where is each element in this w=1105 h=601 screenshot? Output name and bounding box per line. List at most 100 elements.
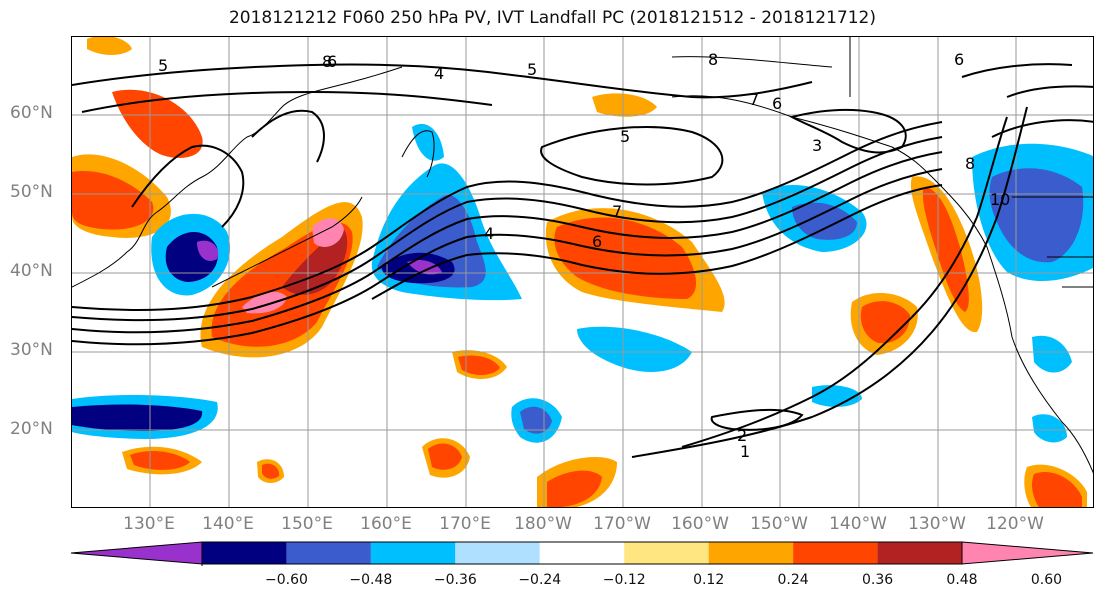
contour-label: 2: [737, 426, 747, 445]
japan-coast: [211, 196, 363, 288]
contour-line: [251, 109, 325, 163]
pv-positive-core: [458, 355, 500, 376]
colorbar-tick-label: −0.60: [264, 572, 308, 588]
pv-positive-core: [922, 187, 969, 312]
contour-line: [72, 151, 943, 334]
contour-line: [371, 184, 943, 300]
contour-label: 10: [990, 190, 1010, 209]
colorbar-tick-label: 0.36: [861, 572, 894, 588]
pv-positive-core: [547, 470, 602, 507]
asia-coast: [72, 66, 403, 288]
pv-positive-peak: [312, 218, 344, 247]
lon-label: 170°W: [593, 514, 651, 534]
colorbar-segment: [539, 542, 625, 564]
contour-label: 6: [954, 50, 964, 69]
colorbar: [70, 541, 1094, 566]
lon-label: 160°E: [360, 514, 412, 534]
map-canvas: 5 6 4 5 8 7 6 6 8 5 3 7 4 6 8 10 2 1: [72, 37, 1093, 507]
contour-line: [72, 63, 813, 99]
colorbar-segment: [624, 542, 709, 564]
colorbar-segment: [877, 542, 962, 564]
pv-positive-core: [860, 301, 910, 344]
contour-label: 7: [749, 90, 759, 109]
alaska-north-coast: [671, 56, 833, 68]
colorbar-extend-low: [70, 541, 203, 565]
map-title: 2018121212 F060 250 hPa PV, IVT Landfall…: [228, 8, 876, 28]
pv-positive-region: [592, 93, 657, 117]
contour-label: 7: [612, 202, 622, 221]
alaska-coast: [671, 95, 933, 178]
lon-label: 150°E: [281, 514, 333, 534]
contour-label: 3: [812, 136, 822, 155]
contour-label: 6: [327, 52, 337, 71]
contour-line: [1006, 85, 1093, 98]
contour-label: 5: [527, 60, 537, 79]
lat-label: 50°N: [10, 182, 53, 202]
contour-line: [681, 116, 1008, 448]
pv-negative-region: [577, 326, 692, 372]
contour-line: [710, 408, 804, 431]
contour-line: [131, 144, 245, 228]
contour-label: 8: [322, 52, 332, 71]
lon-label: 140°W: [829, 514, 887, 534]
colorbar-segment: [202, 542, 287, 564]
pv-negative-core: [72, 404, 203, 431]
lon-label: 130°E: [123, 514, 175, 534]
lon-label: 180°W: [514, 514, 572, 534]
lon-label: 120°W: [986, 514, 1044, 534]
lat-label: 60°N: [10, 103, 53, 123]
pv-negative-region: [1032, 335, 1072, 373]
colorbar-segment: [455, 542, 540, 564]
lon-label: 140°E: [202, 514, 254, 534]
colorbar-tick-label: 0.12: [693, 572, 725, 588]
contour-label: 5: [620, 127, 630, 146]
pv-positive-region: [112, 89, 203, 158]
contour-line: [540, 126, 724, 186]
contour-line: [72, 168, 943, 346]
colorbar-extend-high: [961, 541, 1094, 565]
pv-negative-core: [989, 168, 1084, 263]
pv-negative-peak: [197, 240, 219, 262]
colorbar-tick-label: −0.36: [433, 572, 477, 588]
contour-labels: 5 6 4 5 8 7 6 6 8 5 3 7 4 6 8 10 2 1: [158, 50, 1010, 461]
lon-label: 170°E: [439, 514, 491, 534]
colorbar-tick-label: −0.12: [602, 572, 646, 588]
lon-label: 130°W: [908, 514, 966, 534]
contour-line: [72, 121, 943, 311]
contour-label: 4: [434, 64, 444, 83]
colorbar-tick-label: 0.48: [946, 572, 978, 588]
colorbar-segment: [286, 542, 371, 564]
colorbar-tick-label: −0.24: [518, 572, 562, 588]
contour-line: [72, 136, 943, 322]
lon-label: 160°W: [671, 514, 729, 534]
contour-line: [991, 119, 1093, 138]
lon-label: 150°W: [750, 514, 808, 534]
pv-negative-region: [1032, 414, 1067, 443]
pv-positive-core: [428, 443, 462, 470]
pv-positive-core: [72, 171, 154, 230]
colorbar-tick-label: 0.60: [1030, 572, 1063, 588]
contour-label: 5: [158, 56, 168, 75]
lat-label: 40°N: [10, 261, 53, 281]
colorbar-tick-label: 0.24: [777, 572, 809, 588]
colorbar-tick-label: −0.48: [349, 572, 393, 588]
lat-label: 30°N: [10, 340, 53, 360]
contour-label: 8: [708, 50, 718, 69]
north-america-coast: [931, 176, 1093, 474]
contour-line: [961, 63, 1073, 78]
pv-anomaly-fills: [72, 37, 1093, 507]
lat-label: 20°N: [10, 419, 53, 439]
contour-label: 1: [740, 442, 750, 461]
pv-positive-core: [1032, 472, 1082, 507]
contour-label: 6: [592, 232, 602, 251]
map-panel: 5 6 4 5 8 7 6 6 8 5 3 7 4 6 8 10 2 1: [71, 36, 1094, 508]
contour-line: [81, 90, 493, 113]
ivt-contours: [72, 63, 1093, 458]
colorbar-segment: [708, 542, 794, 564]
pv-negative-region: [412, 123, 444, 161]
contour-label: 8: [965, 154, 975, 173]
contour-line: [789, 108, 907, 154]
colorbar-segment: [793, 542, 878, 564]
graticule: [72, 37, 1093, 507]
kamchatka-coast: [401, 130, 435, 178]
